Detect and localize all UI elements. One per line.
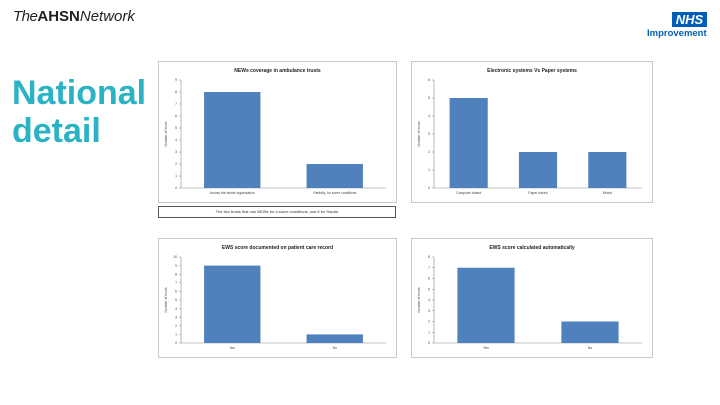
- y-tick-label: 3: [175, 150, 177, 154]
- y-axis-label: Number of trusts: [417, 287, 421, 312]
- y-tick-label: 4: [428, 114, 430, 118]
- title-line-1: National: [12, 74, 147, 112]
- y-axis-label: Number of trusts: [164, 121, 168, 146]
- y-tick-label: 7: [428, 266, 430, 270]
- x-tick-label: No: [333, 346, 337, 350]
- y-axis-label: Number of trusts: [417, 121, 421, 146]
- page-title: National detail: [12, 74, 146, 150]
- x-tick-label: Partially, for some conditions: [313, 191, 356, 195]
- y-tick-label: 3: [175, 315, 177, 319]
- chart-svg: EWS score documented on patient care rec…: [164, 245, 386, 350]
- bar: [561, 321, 619, 343]
- y-tick-label: 1: [175, 333, 177, 337]
- y-tick-label: 8: [175, 90, 177, 94]
- x-tick-label: Yes: [229, 346, 235, 350]
- y-tick-label: 4: [175, 138, 177, 142]
- y-tick-label: 8: [175, 272, 177, 276]
- chart-note: The two trusts that use NEWs for a some …: [158, 206, 396, 218]
- x-tick-label: Across the whole organisation: [210, 191, 255, 195]
- bar: [457, 267, 515, 343]
- chart-title: EWS score calculated automatically: [489, 245, 575, 251]
- x-tick-label: Yes: [483, 346, 489, 350]
- y-tick-label: 5: [428, 287, 430, 291]
- bar: [449, 98, 488, 188]
- y-tick-label: 4: [428, 298, 430, 302]
- chart-ews-calculated: EWS score calculated automatically Number…: [411, 238, 653, 358]
- y-tick-label: 2: [175, 162, 177, 166]
- x-tick-label: No: [588, 346, 592, 350]
- y-axis-label: Number of trusts: [164, 287, 168, 312]
- y-tick-label: 1: [175, 174, 177, 178]
- chart-news-coverage: NEWs coverage in ambulance trusts Number …: [158, 61, 397, 203]
- bar: [204, 92, 261, 188]
- y-tick-label: 2: [428, 320, 430, 324]
- nhs-logo: NHS: [672, 12, 707, 27]
- brand-network: Network: [79, 8, 135, 25]
- y-tick-label: 0: [428, 341, 430, 345]
- y-tick-label: 6: [428, 78, 430, 82]
- chart-svg: NEWs coverage in ambulance trusts Number …: [164, 68, 386, 195]
- y-tick-label: 0: [428, 186, 430, 190]
- chart-ews-documented: EWS score documented on patient care rec…: [158, 238, 397, 358]
- y-tick-label: 2: [428, 150, 430, 154]
- y-tick-label: 6: [175, 114, 177, 118]
- y-tick-label: 9: [175, 78, 177, 82]
- chart-title: NEWs coverage in ambulance trusts: [234, 68, 321, 74]
- bar: [204, 265, 261, 343]
- chart-title: Electronic systems Vs Paper systems: [487, 68, 577, 74]
- title-line-2: detail: [12, 112, 101, 150]
- y-tick-label: 8: [428, 255, 430, 259]
- x-tick-label: Computer based: [456, 191, 481, 195]
- nhs-improvement-label: Improvement: [647, 28, 707, 39]
- y-tick-label: 5: [428, 96, 430, 100]
- y-tick-label: 4: [175, 307, 177, 311]
- bar: [306, 164, 363, 188]
- ahsn-network-logo: TheAHSNNetwork: [13, 8, 135, 25]
- y-tick-label: 6: [428, 277, 430, 281]
- y-tick-label: 1: [428, 330, 430, 334]
- chart-electronic-vs-paper: Electronic systems Vs Paper systems Numbe…: [411, 61, 653, 203]
- y-tick-label: 0: [175, 186, 177, 190]
- y-tick-label: 5: [175, 298, 177, 302]
- x-tick-label: Mixed: [603, 191, 612, 195]
- y-tick-label: 0: [175, 341, 177, 345]
- y-tick-label: 6: [175, 290, 177, 294]
- y-tick-label: 2: [175, 324, 177, 328]
- x-tick-label: Paper based: [528, 191, 547, 195]
- y-tick-label: 7: [175, 281, 177, 285]
- y-tick-label: 10: [173, 255, 177, 259]
- y-tick-label: 9: [175, 264, 177, 268]
- brand-the: The: [13, 8, 38, 25]
- bar: [518, 152, 558, 188]
- y-tick-label: 5: [175, 126, 177, 130]
- bar: [588, 152, 627, 188]
- chart-svg: EWS score calculated automatically Number…: [417, 245, 642, 350]
- brand-ahsn: AHSN: [37, 8, 80, 25]
- bar: [306, 334, 363, 343]
- chart-svg: Electronic systems Vs Paper systems Numbe…: [417, 68, 642, 195]
- y-tick-label: 1: [428, 168, 430, 172]
- chart-title: EWS score documented on patient care rec…: [222, 245, 333, 251]
- y-tick-label: 3: [428, 132, 430, 136]
- y-tick-label: 3: [428, 309, 430, 313]
- y-tick-label: 7: [175, 102, 177, 106]
